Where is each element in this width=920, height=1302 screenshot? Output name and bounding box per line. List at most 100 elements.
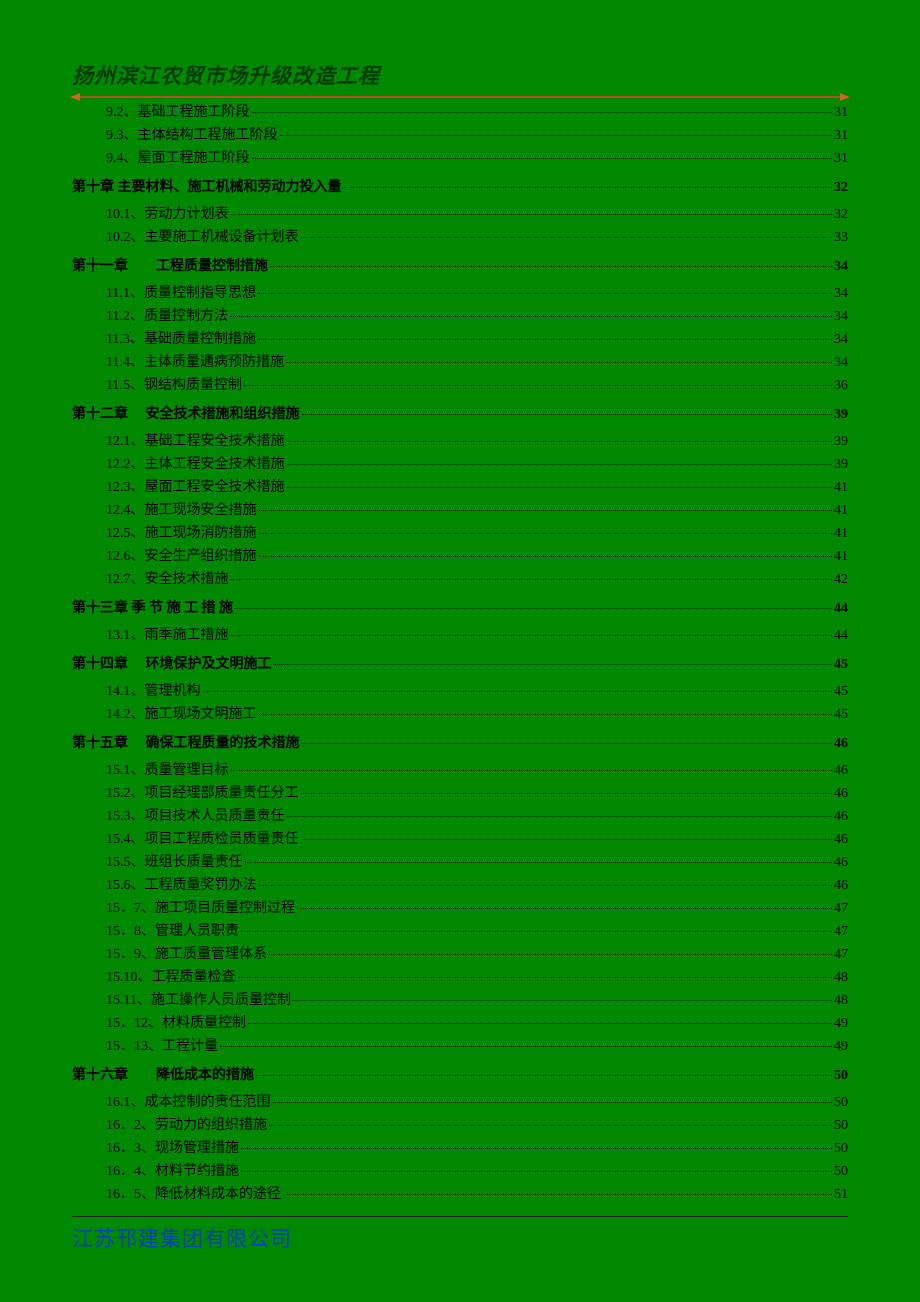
toc-page-number: 47 (834, 948, 848, 962)
toc-page-number: 41 (834, 550, 848, 564)
toc-leader-dots (203, 691, 833, 692)
page-header-title: 扬州滨江农贸市场升级改造工程 (72, 60, 848, 90)
toc-label: 12.3、屋面工程安全技术措施 (106, 481, 285, 495)
toc-sub-row: 16.1、成本控制的责任范围50 (72, 1096, 848, 1116)
toc-sub-row: 15.6、工程质量奖罚办法46 (72, 879, 848, 899)
toc-sub-row: 13.1、雨季施工措施44 (72, 629, 848, 649)
toc-sub-row: 12.7、安全技术措施 42 (72, 573, 848, 593)
toc-sub-row: 15.2、项目经理部质量责任分工46 (72, 787, 848, 807)
toc-leader-dots (273, 1102, 833, 1103)
toc-label: 15.3、项目技术人员质量责任 (106, 810, 285, 824)
toc-leader-dots (287, 441, 833, 442)
toc-leader-dots (235, 608, 832, 609)
toc-label: 13.1、雨季施工措施 (106, 629, 229, 643)
toc-label: 16．5、降低材料成本的途径 (106, 1188, 281, 1202)
toc-label: 12.5、施工现场消防措施 (106, 527, 257, 541)
toc-label: 12.6、安全生产组织措施 (106, 550, 257, 564)
toc-page-number: 45 (834, 658, 848, 672)
toc-page-number: 34 (834, 287, 848, 301)
toc-page-number: 42 (834, 573, 848, 587)
toc-sub-row: 15.10、工程质量检查48 (72, 971, 848, 991)
toc-page-number: 47 (834, 902, 848, 916)
toc-page-number: 46 (834, 737, 848, 751)
toc-leader-dots (259, 714, 833, 715)
toc-sub-row: 15.4、项目工程质检员质量责任46 (72, 833, 848, 853)
toc-label: 15.11、施工操作人员质量控制 (106, 994, 291, 1008)
toc-leader-dots (287, 464, 833, 465)
toc-chapter-row: 第十五章 确保工程质量的技术措施46 (72, 737, 848, 757)
toc-label: 16.1、成本控制的责任范围 (106, 1096, 271, 1110)
toc-label: 14.2、施工现场文明施工 (106, 708, 257, 722)
toc-sub-row: 12.1、基础工程安全技术措施39 (72, 435, 848, 455)
toc-page-number: 41 (834, 481, 848, 495)
toc-label: 11.2、质量控制方法 (106, 310, 228, 324)
toc-label: 12.7、安全技术措施 (106, 573, 229, 587)
toc-page-number: 49 (834, 1017, 848, 1031)
toc-leader-dots (231, 635, 833, 636)
footer-divider: 江苏邗建集团有限公司 (72, 1216, 848, 1253)
toc-label: 15.5、班组长质量责任 (106, 856, 243, 870)
toc-sub-row: 14.1、管理机构45 (72, 685, 848, 705)
toc-page-number: 44 (834, 602, 848, 616)
toc-sub-row: 11.2、质量控制方法 34 (72, 310, 848, 330)
toc-leader-dots (252, 112, 833, 113)
toc-page-number: 39 (834, 408, 848, 422)
toc-leader-dots (287, 487, 833, 488)
toc-sub-row: 16．4、材料节约措施50 (72, 1165, 848, 1185)
toc-leader-dots (258, 293, 832, 294)
toc-page-number: 34 (834, 260, 848, 274)
toc-page-number: 51 (834, 1188, 848, 1202)
toc-label: 15．12、材料质量控制 (106, 1017, 246, 1031)
toc-label: 12.2、主体工程安全技术措施 (106, 458, 285, 472)
toc-label: 第十六章 降低成本的措施 (72, 1069, 254, 1083)
toc-sub-row: 10.1、劳动力计划表32 (72, 208, 848, 228)
toc-sub-row: 15．7、施工项目质量控制过程47 (72, 902, 848, 922)
toc-label: 15.6、工程质量奖罚办法 (106, 879, 257, 893)
toc-leader-dots (269, 954, 832, 955)
toc-page-number: 31 (834, 129, 848, 143)
toc-leader-dots (258, 339, 832, 340)
toc-page-number: 41 (834, 504, 848, 518)
toc-label: 第十四章 环境保护及文明施工 (72, 658, 272, 672)
toc-leader-dots (231, 214, 833, 215)
toc-label: 15．9、施工质量管理体系 (106, 948, 267, 962)
toc-leader-dots (241, 1148, 832, 1149)
toc-page-number: 50 (834, 1165, 848, 1179)
toc-page-number: 45 (834, 708, 848, 722)
toc-leader-dots (301, 237, 833, 238)
toc-label: 9.4、屋面工程施工阶段 (106, 152, 250, 166)
header-divider (72, 96, 848, 98)
toc-label: 10.1、劳动力计划表 (106, 208, 229, 222)
toc-page-number: 31 (834, 106, 848, 120)
toc-leader-dots (344, 187, 833, 188)
toc-label: 15．8、管理人员职责 (106, 925, 239, 939)
toc-page-number: 50 (834, 1119, 848, 1133)
toc-sub-row: 12.4、施工现场安全措施41 (72, 504, 848, 524)
toc-page-number: 49 (834, 1040, 848, 1054)
toc-sub-row: 15.1、质量管理目标46 (72, 764, 848, 784)
toc-sub-row: 16．3、现场管理措施50 (72, 1142, 848, 1162)
toc-leader-dots (270, 266, 832, 267)
toc-leader-dots (269, 1125, 832, 1126)
toc-leader-dots (245, 862, 833, 863)
toc-chapter-row: 第十四章 环境保护及文明施工 45 (72, 658, 848, 678)
footer-company: 江苏邗建集团有限公司 (72, 1223, 848, 1253)
toc-leader-dots (293, 1000, 832, 1001)
toc-page-number: 39 (834, 435, 848, 449)
toc-leader-dots (259, 556, 833, 557)
toc-sub-row: 15.11、施工操作人员质量控制48 (72, 994, 848, 1014)
toc-label: 10.2、主要施工机械设备计划表 (106, 231, 299, 245)
document-page: 扬州滨江农贸市场升级改造工程 9.2、基础工程施工阶段319.3、主体结构工程施… (0, 0, 920, 1302)
toc-sub-row: 9.3、主体结构工程施工阶段 31 (72, 129, 848, 149)
toc-sub-row: 11.3、基础质量控制措施34 (72, 333, 848, 353)
toc-label: 9.3、主体结构工程施工阶段 (106, 129, 278, 143)
toc-sub-row: 15．13、工程计量49 (72, 1040, 848, 1060)
toc-sub-row: 9.4、屋面工程施工阶段31 (72, 152, 848, 172)
toc-page-number: 34 (834, 310, 848, 324)
toc-page-number: 46 (834, 833, 848, 847)
toc-label: 第十三章 季 节 施 工 措 施 (72, 602, 233, 616)
toc-leader-dots (283, 1194, 832, 1195)
toc-chapter-row: 第十六章 降低成本的措施50 (72, 1069, 848, 1089)
toc-label: 11.5、钢结构质量控制 (106, 379, 242, 393)
toc-page-number: 36 (834, 379, 848, 393)
